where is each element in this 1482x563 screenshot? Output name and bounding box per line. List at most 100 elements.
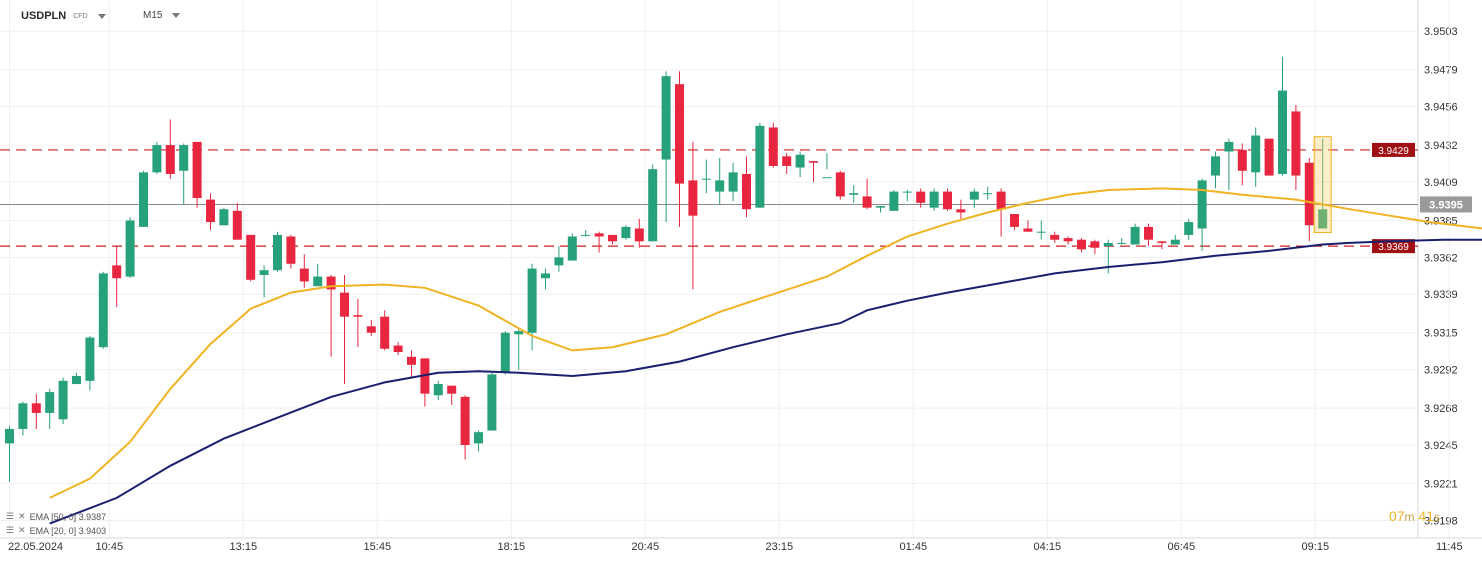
last-candle-highlight	[1313, 136, 1332, 233]
candle-down	[353, 315, 363, 317]
candle-up	[313, 276, 323, 287]
legend-ema-20[interactable]: ☰ ✕ EMA [20, 0] 3.9403	[6, 525, 106, 536]
chevron-down-icon	[97, 13, 106, 19]
y-tick-label: 3.9409	[1424, 177, 1458, 189]
close-icon[interactable]: ✕	[18, 511, 26, 521]
timeframe-selector[interactable]: M15	[143, 10, 181, 21]
candle-down	[996, 191, 1006, 210]
candle-up	[1170, 239, 1180, 245]
candle-down	[1077, 239, 1086, 250]
candle-down	[835, 172, 845, 197]
candle-up	[648, 169, 658, 242]
candle-down	[594, 233, 604, 237]
candle-up	[527, 268, 537, 333]
candle-up	[259, 270, 269, 275]
candle-up	[889, 191, 899, 211]
symbol-tag: CFD	[73, 12, 88, 20]
ema-series-line	[49, 187, 1482, 499]
candle-up	[1197, 180, 1207, 229]
current-price-label: 3.9395	[1429, 199, 1463, 211]
candle-down	[1291, 111, 1301, 176]
candle-down	[1304, 162, 1314, 226]
x-tick-label: 20:45	[632, 541, 660, 553]
level-price-tag	[1372, 239, 1415, 254]
candle-down	[1023, 228, 1033, 232]
legend-ema-20-text: EMA [20, 0] 3.9403	[29, 525, 107, 536]
candle-up	[139, 172, 148, 227]
candle-up	[1103, 242, 1113, 247]
candle-down	[165, 145, 175, 174]
timer-seconds: 41	[1418, 508, 1434, 524]
candle-down	[1264, 138, 1274, 176]
candle-up	[661, 76, 671, 160]
close-icon[interactable]: ✕	[18, 525, 26, 535]
y-tick-label: 3.9362	[1424, 252, 1458, 264]
symbol-name: USDPLN	[21, 10, 67, 22]
candle-up	[152, 145, 162, 173]
drag-handle-icon[interactable]: ☰	[6, 525, 15, 535]
x-tick-label: 15:45	[364, 541, 392, 553]
candle-up	[433, 384, 443, 396]
y-tick-label: 3.9292	[1424, 365, 1458, 377]
y-tick-label: 3.9432	[1424, 140, 1458, 152]
candle-up	[514, 331, 524, 335]
x-tick-label: 23:15	[766, 541, 794, 553]
candle-up	[902, 191, 912, 193]
x-tick-label: 04:15	[1034, 541, 1062, 553]
x-tick-label: 18:15	[498, 541, 526, 553]
candle-down	[634, 228, 644, 242]
candle-countdown: 07m 41s	[1389, 508, 1440, 524]
timer-minutes: 07	[1388, 508, 1405, 524]
candle-up	[849, 193, 859, 195]
candle-down	[809, 161, 818, 163]
candle-up	[179, 145, 189, 171]
candle-up	[715, 180, 725, 192]
candle-up	[969, 191, 979, 200]
candle-up	[728, 172, 738, 192]
level-price-tag	[1372, 142, 1415, 157]
candle-down	[1237, 149, 1247, 171]
candle-down	[782, 156, 792, 166]
candle-up	[541, 273, 550, 279]
candle-up	[755, 125, 765, 208]
candle-up	[474, 432, 483, 444]
candle-up	[18, 403, 28, 429]
candle-up	[1130, 226, 1140, 245]
ema-series-line	[49, 238, 1482, 525]
candle-up	[1184, 222, 1194, 235]
y-tick-label: 3.9245	[1424, 440, 1458, 452]
candle-up	[1036, 231, 1046, 233]
y-tick-label: 3.9479	[1424, 65, 1458, 77]
candle-up	[125, 220, 135, 277]
candle-up	[58, 380, 68, 420]
candle-down	[862, 196, 872, 208]
current-price-tag	[1420, 196, 1472, 213]
level-price-label: 3.9369	[1378, 242, 1409, 253]
candle-down	[299, 268, 309, 282]
candle-down	[206, 199, 215, 223]
candle-down	[1010, 214, 1019, 227]
x-tick-label: 10:45	[96, 541, 124, 553]
candle-up	[554, 257, 564, 266]
candle-down	[232, 210, 242, 240]
candle-down	[1063, 238, 1073, 242]
candle-down	[768, 127, 778, 166]
candle-down	[393, 345, 403, 352]
y-tick-label: 3.9503	[1424, 26, 1458, 38]
candle-up	[983, 193, 993, 195]
chevron-down-icon	[172, 13, 181, 18]
candle-up	[1278, 90, 1287, 174]
legend-ema-50[interactable]: ☰ ✕ EMA [50, 0] 3.9387	[6, 511, 106, 522]
symbol-selector[interactable]: USDPLN CFD	[21, 10, 106, 22]
candle-down	[1157, 241, 1167, 243]
x-tick-label: 09:15	[1302, 541, 1330, 553]
candle-up	[876, 206, 885, 208]
candle-up	[273, 234, 282, 271]
x-tick-label: 11:45	[1436, 541, 1463, 553]
candle-down	[447, 385, 457, 394]
x-tick-label: 22.05.2024	[8, 541, 63, 553]
candle-down	[31, 403, 41, 413]
drag-handle-icon[interactable]: ☰	[6, 511, 15, 521]
timer-minutes-unit: m	[1404, 510, 1415, 524]
